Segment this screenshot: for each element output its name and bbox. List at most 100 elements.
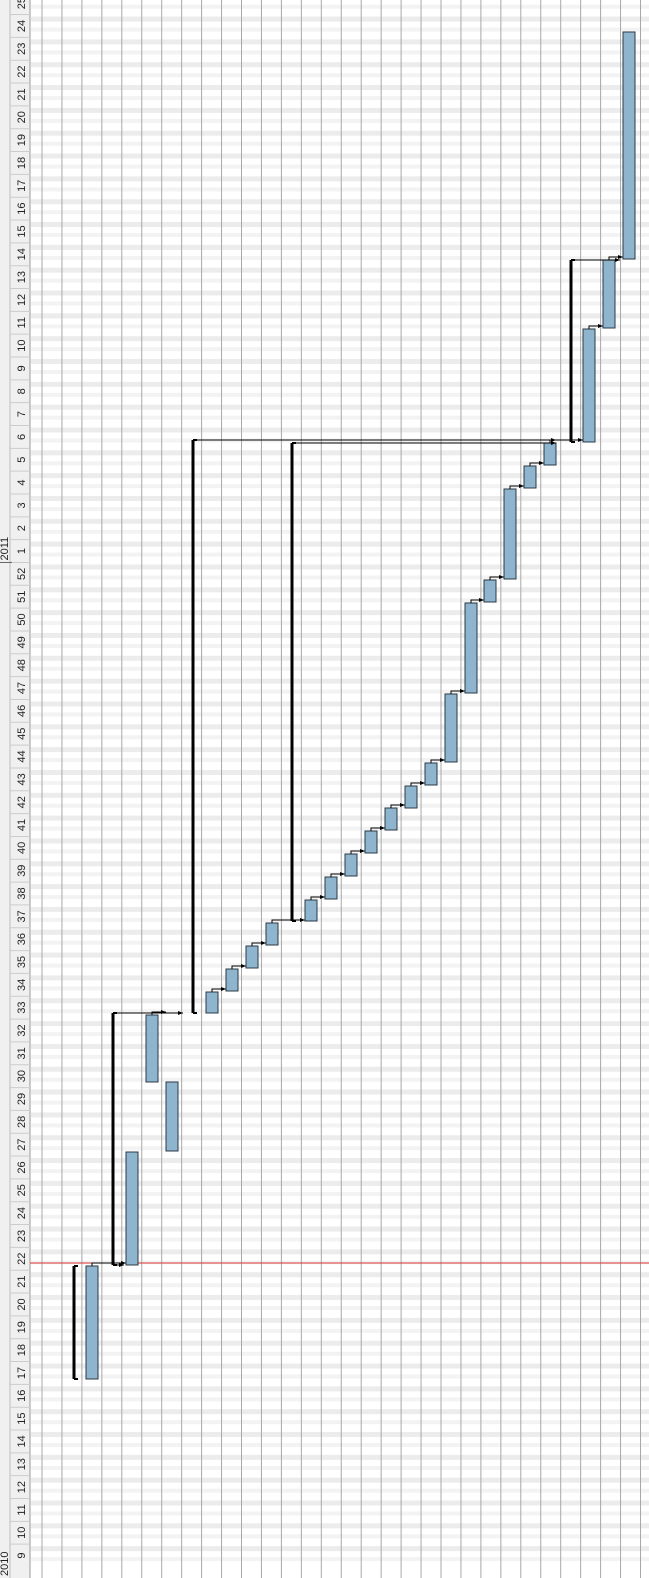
weekend-band <box>31 1328 649 1333</box>
week-label: 4 <box>16 480 28 486</box>
week-label: 17 <box>16 1367 28 1379</box>
weekend-band <box>31 85 649 91</box>
task-bar[interactable] <box>523 465 537 489</box>
weekend-band <box>31 1500 649 1506</box>
weekend-band <box>31 73 649 78</box>
week-label: 52 <box>16 568 28 580</box>
weekend-band <box>31 381 649 387</box>
task-bar[interactable] <box>344 853 358 877</box>
week-label: 21 <box>16 88 28 100</box>
weekend-band <box>31 735 649 740</box>
weekend-band <box>31 1135 649 1141</box>
task-bar[interactable] <box>145 1014 159 1083</box>
task-bar[interactable] <box>424 762 438 786</box>
week-label: 45 <box>16 728 28 740</box>
week-label: 18 <box>16 1344 28 1356</box>
task-bar[interactable] <box>364 830 378 854</box>
week-label: 49 <box>16 636 28 648</box>
weekend-band <box>31 130 649 136</box>
task-bar[interactable] <box>324 876 338 900</box>
dependency-arrow <box>320 895 325 899</box>
weekend-band <box>31 1397 649 1402</box>
task-bar[interactable] <box>245 945 259 969</box>
task-bar[interactable] <box>165 1081 179 1152</box>
weekend-band <box>31 643 649 648</box>
weekend-band <box>31 747 649 753</box>
weekend-band <box>31 96 649 101</box>
weekend-band <box>31 278 649 283</box>
weekend-band <box>31 1409 649 1415</box>
weekend-band <box>31 884 649 890</box>
weekend-band <box>31 1546 649 1552</box>
week-label: 27 <box>16 1139 28 1151</box>
task-bar[interactable] <box>464 602 478 694</box>
task-bar[interactable] <box>503 488 517 580</box>
weekend-band <box>31 655 649 661</box>
weekend-band <box>31 689 649 694</box>
task-bar[interactable] <box>304 899 318 922</box>
weekend-band <box>31 963 649 968</box>
weekend-band <box>31 1249 649 1255</box>
weekend-band <box>31 838 649 844</box>
week-label: 25 <box>16 1184 28 1196</box>
week-label: 21 <box>16 1276 28 1288</box>
dependency-arrow <box>551 441 556 445</box>
week-label: 17 <box>16 180 28 192</box>
weekend-band <box>31 392 649 397</box>
week-label: 40 <box>16 842 28 854</box>
task-bar[interactable] <box>543 442 557 466</box>
weekend-band <box>31 917 649 922</box>
task-bar[interactable] <box>225 968 239 992</box>
weekend-band <box>31 1169 649 1174</box>
week-label: 9 <box>16 365 28 371</box>
week-label: 15 <box>16 1412 28 1424</box>
weekend-band <box>31 495 649 501</box>
weekend-band <box>31 233 649 238</box>
weekend-band <box>31 450 649 456</box>
weekend-band <box>31 4 649 9</box>
week-label: 32 <box>16 1024 28 1036</box>
week-label: 16 <box>16 202 28 214</box>
weekend-band <box>31 1146 649 1151</box>
dependency-arrow <box>178 1011 183 1015</box>
weekend-band <box>31 176 649 182</box>
weekend-band <box>31 359 649 365</box>
week-label: 28 <box>16 1116 28 1128</box>
weekend-band <box>31 336 649 342</box>
week-label: 47 <box>16 682 28 694</box>
weekend-band <box>31 347 649 352</box>
task-bar[interactable] <box>483 579 497 603</box>
weekend-band <box>31 484 649 489</box>
task-bar[interactable] <box>384 807 398 831</box>
week-label: 5 <box>16 457 28 463</box>
dependency-arrow <box>121 1261 126 1265</box>
dependency-arrow <box>360 849 365 853</box>
task-bar[interactable] <box>602 259 616 329</box>
task-bar[interactable] <box>444 693 458 763</box>
weekend-band <box>31 118 649 123</box>
task-bar[interactable] <box>125 1151 139 1266</box>
weekend-band <box>31 16 649 22</box>
week-label: 31 <box>16 1047 28 1059</box>
week-label: 14 <box>16 248 28 260</box>
year-label: 2011 <box>0 537 11 561</box>
task-bar[interactable] <box>265 922 279 946</box>
task-bar[interactable] <box>622 31 636 260</box>
weekend-band <box>31 39 649 45</box>
weekend-band <box>31 1203 649 1209</box>
dependency-arrow <box>551 438 556 442</box>
week-label: 33 <box>16 1002 28 1014</box>
weekend-band <box>31 1523 649 1529</box>
weekend-band <box>31 187 649 192</box>
weekend-band <box>31 1009 649 1014</box>
task-bar[interactable] <box>205 991 219 1014</box>
weekend-band <box>31 1477 649 1483</box>
task-bar[interactable] <box>582 328 596 443</box>
weekend-band <box>31 1488 649 1493</box>
task-bar[interactable] <box>404 785 418 809</box>
weekend-band <box>31 255 649 260</box>
task-bar[interactable] <box>85 1265 99 1380</box>
weekend-band <box>31 986 649 991</box>
week-label: 37 <box>16 910 28 922</box>
week-label: 26 <box>16 1161 28 1173</box>
